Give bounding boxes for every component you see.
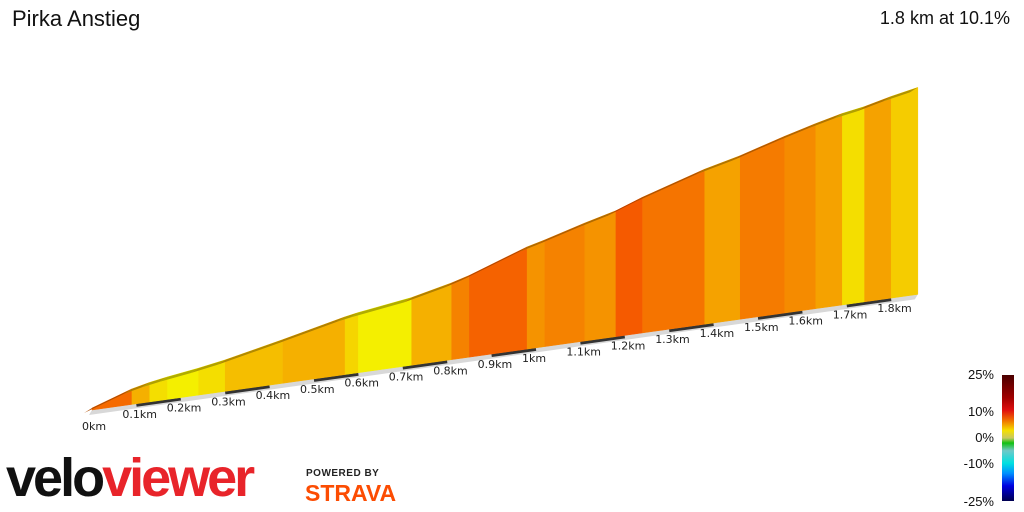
gradient-segment (544, 222, 586, 347)
segment-top-face (350, 297, 412, 318)
segment-top-face (607, 197, 643, 216)
segment-top-face (883, 87, 918, 102)
segment-top-face (274, 316, 346, 345)
legend-label: -25% (963, 494, 994, 509)
segment-title: Pirka Anstieg (12, 6, 141, 31)
x-tick-label: 0.2km (167, 402, 202, 415)
x-tick-label: 0.4km (256, 389, 291, 402)
x-tick-label: 1.7km (833, 308, 868, 321)
x-tick-label: 1.1km (566, 346, 601, 359)
x-tick-label: 0.5km (300, 383, 335, 396)
legend-label: -10% (963, 456, 994, 471)
gradient-segment (864, 96, 892, 303)
segment-top-face (141, 376, 168, 388)
x-tick-label: 1km (522, 352, 546, 365)
x-tick-label: 0.1km (122, 408, 157, 421)
gradient-segment (344, 312, 359, 375)
distance-dash (224, 385, 270, 395)
gradient-segment (784, 123, 816, 314)
x-tick-label: 1.5km (744, 321, 779, 334)
distance-dash (402, 360, 448, 370)
segment-top-face (123, 382, 150, 394)
gradient-color-scale (1002, 375, 1014, 501)
x-tick-label: 0.7km (389, 370, 424, 383)
distance-dash (580, 335, 626, 345)
segment-top-face (732, 136, 785, 161)
segment-top-face (536, 222, 585, 245)
segment-top-face (84, 388, 132, 413)
segment-top-face (443, 275, 470, 288)
legend-label: 0% (975, 430, 994, 445)
segment-top-face (337, 312, 359, 322)
veloviewer-logo[interactable]: veloviewer (6, 448, 255, 508)
x-tick-label: 0.9km (478, 358, 513, 371)
x-tick-label: 1.6km (788, 315, 823, 328)
powered-by-label: POWERED BY (306, 468, 380, 479)
gradient-segment (842, 106, 865, 306)
gradient-segment (282, 316, 346, 384)
segment-top-face (190, 359, 226, 374)
segment-top-face (461, 246, 528, 281)
gradient-segment (815, 113, 843, 309)
x-tick-label: 0.8km (433, 364, 468, 377)
x-tick-label: 0.3km (211, 395, 246, 408)
x-tick-label: 1.4km (700, 327, 735, 340)
gradient-segment (358, 297, 412, 373)
strava-logo[interactable]: STRAVA (305, 480, 397, 506)
distance-dash (846, 298, 892, 308)
gradient-segment (739, 135, 785, 320)
gradient-segment (584, 210, 617, 342)
distance-dash (491, 347, 537, 358)
x-tick-label: 0km (82, 420, 106, 433)
segment-top-face (696, 155, 741, 175)
segment-top-face (519, 239, 545, 252)
segment-top-face (576, 210, 616, 228)
segment-top-face (159, 368, 199, 382)
gradient-segment (526, 239, 546, 350)
gradient-segment (890, 87, 919, 299)
segment-top-face (634, 169, 705, 203)
segment-top-face (807, 113, 843, 129)
gradient-segment (224, 339, 284, 392)
legend-label: 10% (967, 404, 994, 419)
gradient-segment (615, 196, 643, 337)
distance-dash (136, 397, 182, 407)
gradient-segment (704, 155, 741, 325)
segment-top-face (776, 123, 816, 142)
segment-top-face (856, 96, 892, 112)
segment-summary: 1.8 km at 10.1% (879, 8, 1010, 28)
gradient-segment (451, 274, 470, 360)
gradient-segment (411, 282, 452, 366)
x-tick-label: 0.6km (344, 377, 379, 390)
distance-dash (757, 310, 803, 320)
x-tick-label: 1.8km (877, 302, 912, 315)
x-tick-label: 1.3km (655, 333, 690, 346)
distance-dash (313, 372, 359, 382)
x-tick-label: 1.2km (611, 339, 646, 352)
distance-dash (668, 322, 714, 333)
segment-top-face (834, 106, 865, 119)
segment-top-face (403, 282, 452, 303)
legend-label: 25% (967, 367, 994, 382)
gradient-segment (469, 246, 528, 358)
segment-top-face (217, 339, 283, 365)
